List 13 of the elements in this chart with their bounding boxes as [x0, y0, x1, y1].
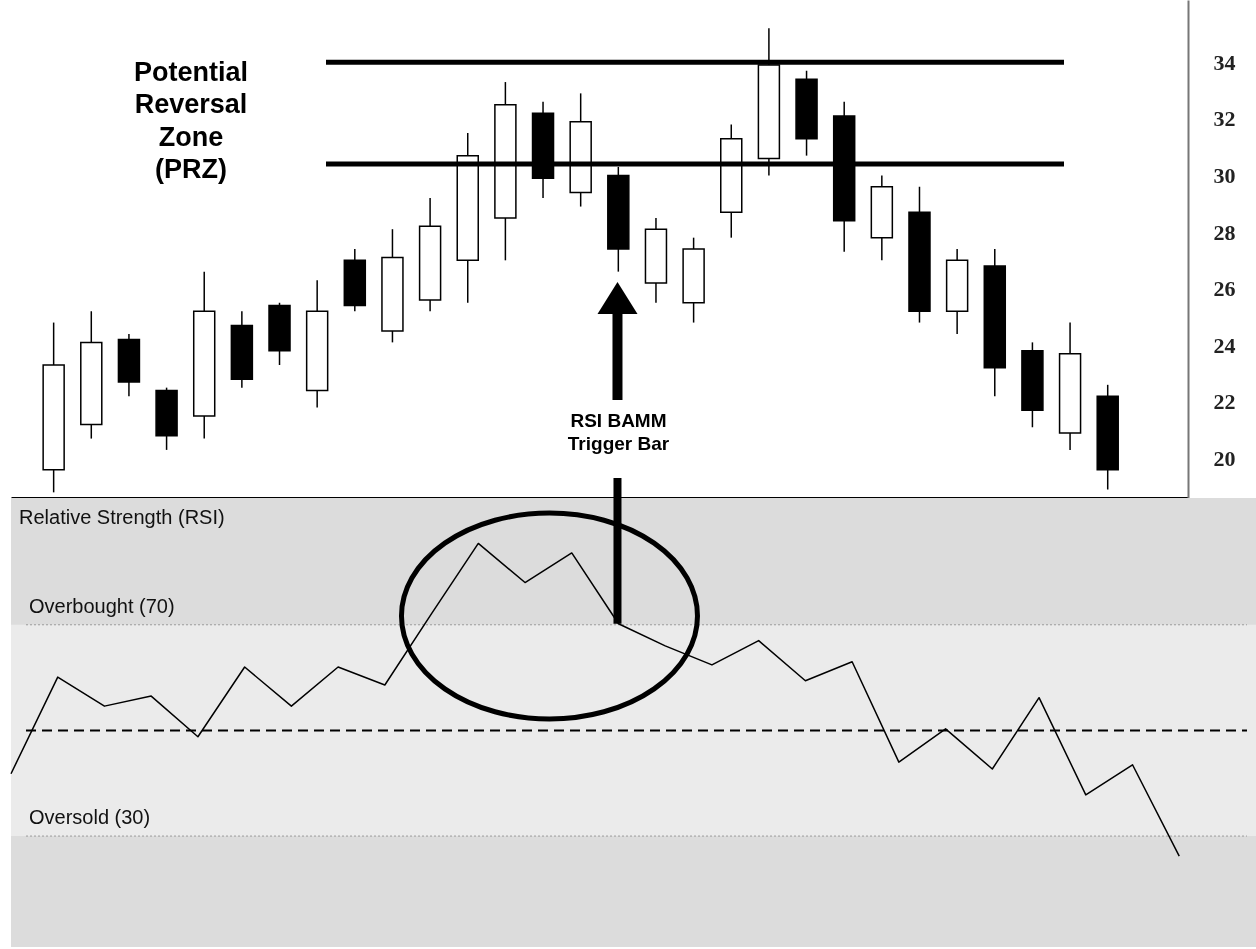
- y-tick-label: 34: [1213, 49, 1236, 75]
- y-tick-label: 28: [1213, 219, 1236, 245]
- annotation: RSI BAMM Trigger Bar: [567, 410, 670, 454]
- y-tick-label: 32: [1213, 106, 1236, 132]
- chart-title: Relative Strength (RSI): [19, 506, 225, 528]
- y-tick-label: 20: [1213, 445, 1236, 471]
- y-tick-label: 30: [1213, 162, 1236, 188]
- y-tick-label: 24: [1213, 332, 1236, 358]
- y-tick-label: 22: [1213, 389, 1236, 415]
- annotation: Potential Reversal Zone (PRZ): [133, 57, 249, 185]
- ref-line-label: Oversold (30): [29, 806, 151, 829]
- ref-line-label: Overbought (70): [29, 594, 175, 617]
- y-tick-label: 26: [1213, 276, 1236, 302]
